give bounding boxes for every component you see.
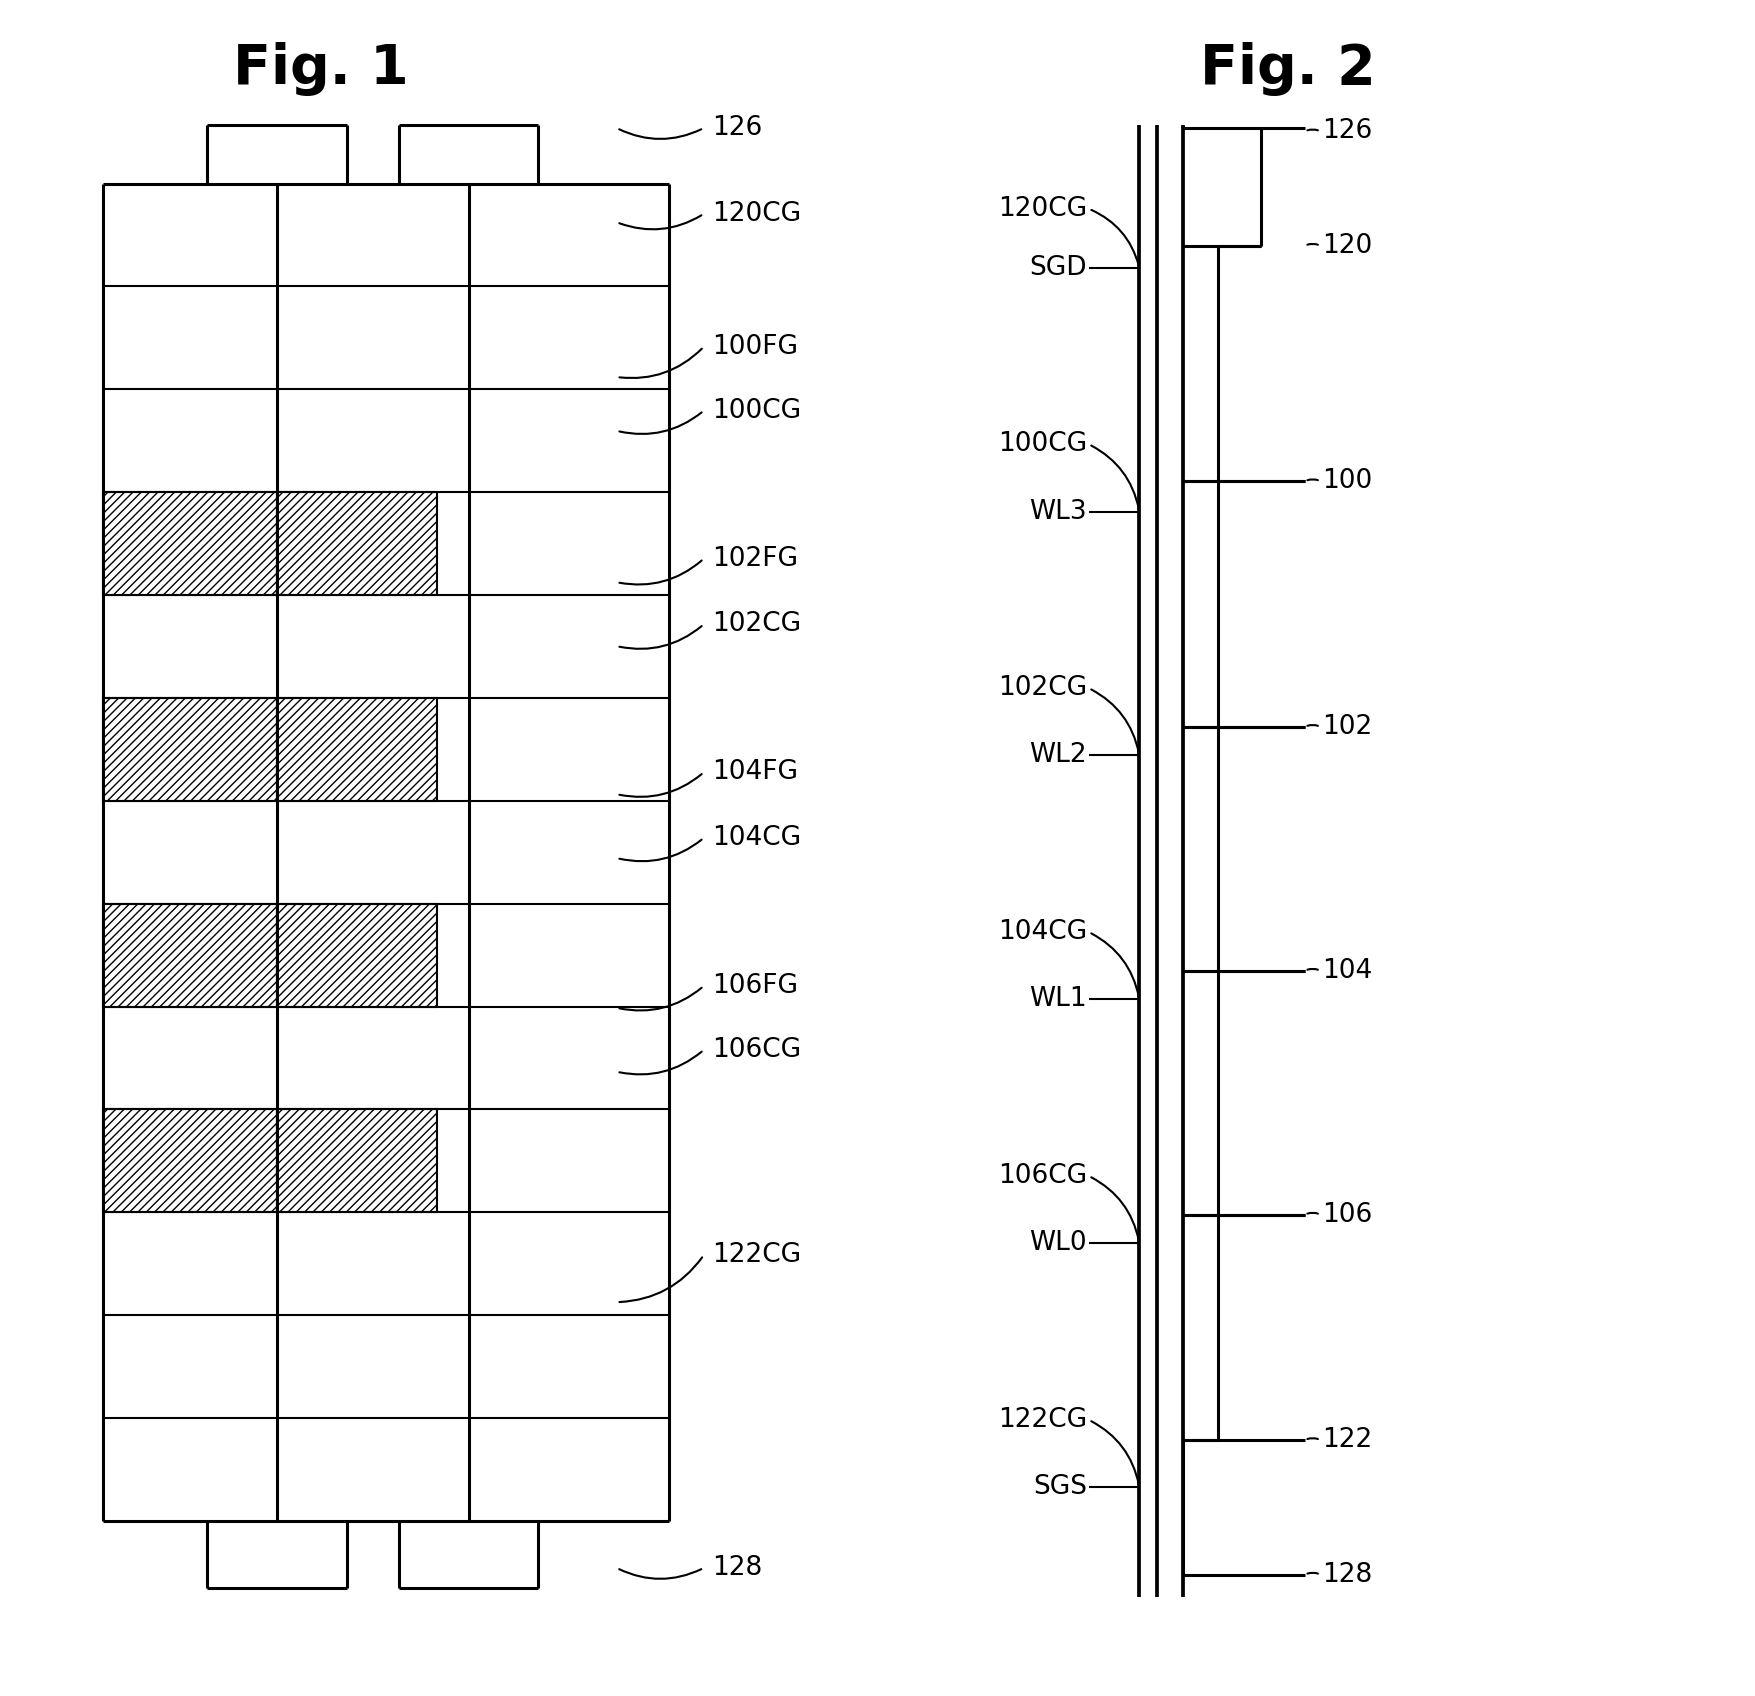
Text: WL2: WL2 xyxy=(1028,743,1086,768)
Text: 120CG: 120CG xyxy=(997,195,1086,222)
Text: 120: 120 xyxy=(1322,232,1372,259)
Text: 100FG: 100FG xyxy=(713,334,799,360)
Text: 100CG: 100CG xyxy=(713,397,802,424)
Text: WL0: WL0 xyxy=(1028,1230,1086,1257)
Text: 100CG: 100CG xyxy=(997,431,1086,458)
Text: 102: 102 xyxy=(1322,714,1372,739)
Bar xyxy=(277,697,437,801)
Text: 122CG: 122CG xyxy=(997,1408,1086,1433)
Text: 104CG: 104CG xyxy=(713,824,802,851)
Bar xyxy=(104,697,277,801)
Text: 126: 126 xyxy=(1322,119,1372,144)
Text: 122CG: 122CG xyxy=(713,1241,802,1269)
Text: WL1: WL1 xyxy=(1028,987,1086,1013)
Text: WL3: WL3 xyxy=(1028,499,1086,524)
Bar xyxy=(104,1109,277,1213)
Text: 122: 122 xyxy=(1322,1426,1372,1453)
Text: 104: 104 xyxy=(1322,958,1372,984)
Text: 106FG: 106FG xyxy=(713,974,799,999)
Text: 102CG: 102CG xyxy=(713,611,802,638)
Text: 102CG: 102CG xyxy=(997,675,1086,700)
Bar xyxy=(277,1109,437,1213)
Bar xyxy=(277,904,437,1006)
Text: 106CG: 106CG xyxy=(997,1163,1086,1189)
Bar xyxy=(104,904,277,1006)
Text: SGS: SGS xyxy=(1032,1474,1086,1501)
Text: 106: 106 xyxy=(1322,1202,1372,1228)
Text: Fig. 2: Fig. 2 xyxy=(1199,42,1374,97)
Text: Fig. 1: Fig. 1 xyxy=(232,42,409,97)
Bar xyxy=(277,492,437,595)
Text: 128: 128 xyxy=(1322,1562,1372,1587)
Text: SGD: SGD xyxy=(1028,254,1086,280)
Text: 100: 100 xyxy=(1322,468,1372,494)
Text: 102FG: 102FG xyxy=(713,546,799,572)
Bar xyxy=(104,492,277,595)
Text: 126: 126 xyxy=(713,115,762,141)
Text: 120CG: 120CG xyxy=(713,200,802,227)
Text: 104FG: 104FG xyxy=(713,760,799,785)
Text: 106CG: 106CG xyxy=(713,1036,802,1063)
Text: 104CG: 104CG xyxy=(997,919,1086,945)
Text: 128: 128 xyxy=(713,1555,762,1581)
